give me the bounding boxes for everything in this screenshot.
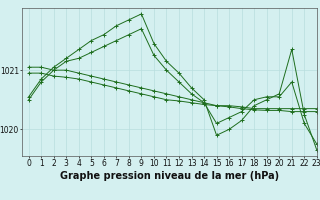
X-axis label: Graphe pression niveau de la mer (hPa): Graphe pression niveau de la mer (hPa): [60, 171, 279, 181]
